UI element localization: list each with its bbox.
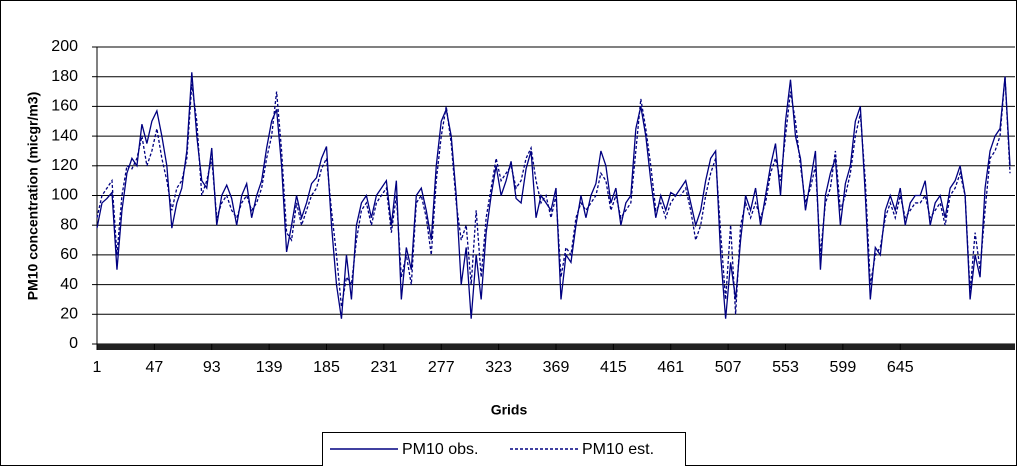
x-tick-label: 369 [543, 359, 570, 376]
y-tick-label: 0 [69, 335, 78, 352]
x-tick-label: 507 [715, 359, 742, 376]
y-tick-label: 80 [60, 216, 78, 233]
x-tick-label: 139 [256, 359, 283, 376]
x-tick-label: 553 [772, 359, 799, 376]
y-tick-label: 180 [51, 68, 78, 85]
y-tick-label: 60 [60, 246, 78, 263]
y-tick-label: 120 [51, 157, 78, 174]
x-tick-label: 231 [371, 359, 398, 376]
legend-label: PM10 est. [582, 441, 654, 458]
x-tick-label: 277 [428, 359, 455, 376]
x-tick-label: 1 [93, 359, 102, 376]
x-axis-title: Grids [491, 402, 528, 418]
x-tick-label: 645 [887, 359, 914, 376]
y-tick-label: 200 [51, 38, 78, 55]
x-tick-label: 47 [145, 359, 163, 376]
x-tick-label: 461 [657, 359, 684, 376]
y-tick-label: 160 [51, 98, 78, 115]
series-line [96, 76, 1011, 315]
x-tick-label: 185 [313, 359, 340, 376]
y-axis-title: PM10 concentration (micgr/m3) [25, 92, 41, 301]
y-tick-label: 100 [51, 187, 78, 204]
x-tick-label: 93 [203, 359, 221, 376]
y-tick-label: 40 [60, 276, 78, 293]
x-tick-label: 599 [830, 359, 857, 376]
y-tick-label: 20 [60, 306, 78, 323]
x-tick-label: 415 [600, 359, 627, 376]
x-tick-label: 323 [485, 359, 512, 376]
series-line [96, 72, 1011, 319]
legend-label: PM10 obs. [402, 441, 478, 458]
y-tick-label: 140 [51, 127, 78, 144]
legend: PM10 obs. PM10 est. [322, 432, 686, 466]
